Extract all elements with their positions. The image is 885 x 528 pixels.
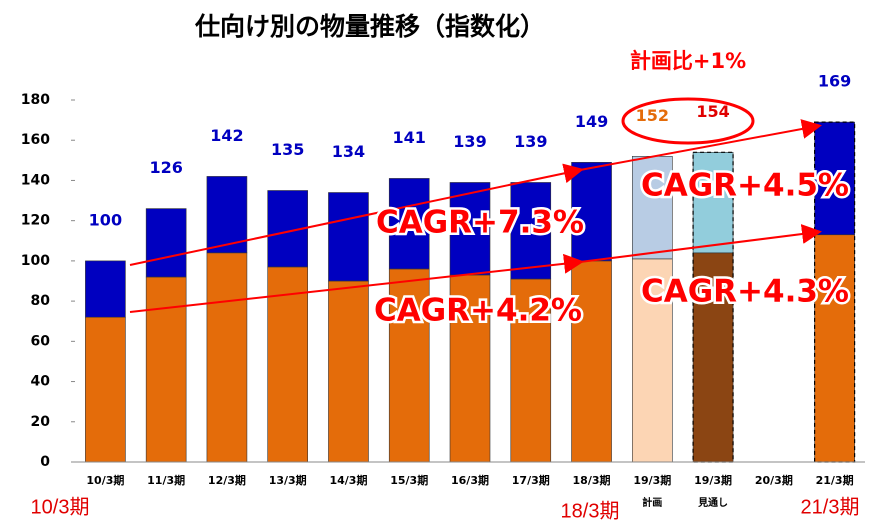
arrow <box>129 163 584 266</box>
bar-segment <box>449 182 491 276</box>
total-label: 154 <box>696 102 729 121</box>
total-label: 126 <box>149 158 182 177</box>
bar-segment <box>449 274 491 463</box>
annotation: 18/3期 <box>561 500 620 522</box>
total-label: 139 <box>514 132 547 151</box>
bar-segment <box>510 278 552 463</box>
annotation: 10/3期 <box>31 496 90 518</box>
arrow <box>579 224 822 263</box>
total-label: 149 <box>575 112 608 131</box>
arrow <box>129 253 584 313</box>
bar-segment <box>692 151 734 254</box>
x-tick-label: 14/3期 <box>329 473 367 487</box>
bar-segment <box>571 260 612 463</box>
total-label: 135 <box>271 140 304 159</box>
x-tick-label: 19/3期 <box>694 473 732 487</box>
x-tick-label: 16/3期 <box>451 473 489 487</box>
annotation: CAGR+4.5% <box>641 168 849 204</box>
x-tick-label: 15/3期 <box>390 473 428 487</box>
x-tick-label: 11/3期 <box>147 473 185 487</box>
y-tick-label: 20 <box>31 414 51 430</box>
y-tick-label: 180 <box>21 92 50 108</box>
total-label: 152 <box>636 106 669 125</box>
bar-segment <box>510 182 552 280</box>
bar-segment <box>85 260 126 318</box>
chart-title: 仕向け別の物量推移（指数化） <box>194 12 545 41</box>
bar-segment <box>632 258 673 463</box>
annotation: 21/3期 <box>801 496 860 518</box>
x-tick-note: 見通し <box>697 497 728 509</box>
y-tick-label: 60 <box>31 333 51 349</box>
annotation: CAGR+7.3% <box>376 205 584 241</box>
total-label: 100 <box>89 210 122 229</box>
total-label: 134 <box>332 142 365 161</box>
bar-segment <box>85 316 126 463</box>
y-tick-label: 140 <box>21 172 50 188</box>
x-tick-note: 計画 <box>642 496 662 509</box>
arrow <box>579 119 822 171</box>
x-tick-label: 18/3期 <box>573 473 611 487</box>
x-tick-label: 19/3期 <box>633 473 671 487</box>
bar-segment <box>145 208 187 278</box>
bar-segment <box>692 252 734 463</box>
bar-segment <box>267 266 308 463</box>
bar-segment <box>328 192 369 282</box>
bar-segment <box>814 234 855 463</box>
annotation: 計画比+1% <box>630 49 746 73</box>
y-tick-label: 160 <box>21 132 50 148</box>
highlight-ellipse <box>621 97 755 145</box>
total-label: 139 <box>453 132 486 151</box>
y-tick-label: 100 <box>21 253 50 269</box>
y-tick-label: 40 <box>31 374 51 390</box>
x-tick-label: 13/3期 <box>269 473 307 487</box>
bar-segment <box>328 280 369 463</box>
bar-segment <box>145 276 187 463</box>
x-tick-label: 12/3期 <box>208 473 246 487</box>
bar-segment <box>814 121 855 236</box>
annotation: CAGR+4.2% <box>374 293 582 329</box>
bar-segment <box>388 178 430 270</box>
bar-segment <box>206 176 248 254</box>
y-tick-label: 80 <box>31 293 51 309</box>
x-tick-label: 20/3期 <box>755 473 793 487</box>
x-tick-label: 21/3期 <box>816 473 854 487</box>
bar-segment <box>388 268 430 463</box>
bar-segment <box>206 252 248 463</box>
y-tick-label: 0 <box>40 454 50 470</box>
total-label: 142 <box>210 126 243 145</box>
total-label: 141 <box>393 128 426 147</box>
x-tick-label: 10/3期 <box>86 473 124 487</box>
total-label: 169 <box>818 72 851 91</box>
y-tick-label: 120 <box>21 213 50 229</box>
x-tick-label: 17/3期 <box>512 473 550 487</box>
annotation: CAGR+4.3% <box>641 274 849 310</box>
bar-segment <box>632 156 673 260</box>
